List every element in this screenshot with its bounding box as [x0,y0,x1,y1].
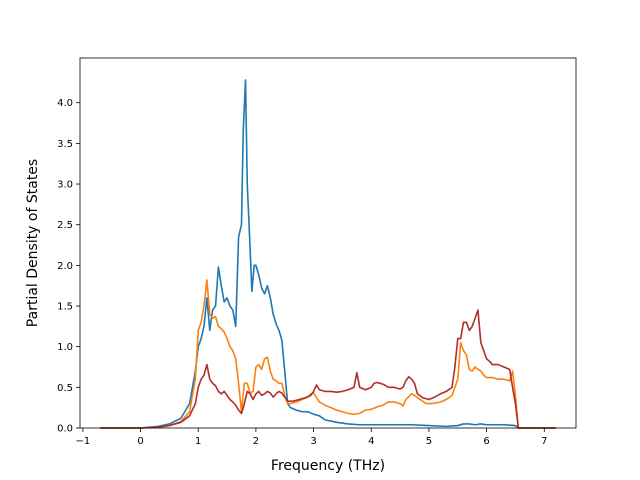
y-tick-label: 0.5 [57,383,73,394]
x-tick-label: 2 [253,436,259,447]
x-tick-label: 1 [195,436,201,447]
y-tick-label: 3.0 [57,180,73,191]
y-tick-label: 3.5 [57,139,73,150]
y-axis-label: Partial Density of States [25,159,41,327]
x-axis-label: Frequency (THz) [271,458,385,474]
y-axis: 0.0 0.5 1.0 1.5 2.0 2.5 3.0 3.5 4.0 [57,98,80,435]
x-tick-label: 5 [426,436,432,447]
y-tick-label: 2.0 [57,261,73,272]
x-tick-label: 7 [541,436,547,447]
series-layer [100,79,556,429]
y-tick-label: 1.0 [57,342,73,353]
plot-frame [79,57,577,429]
y-tick-label: 0.0 [57,424,73,435]
x-tick-label: 0 [137,436,143,447]
series-line-1 [100,79,556,429]
x-axis: −1 0 1 2 3 4 5 6 7 [76,428,547,447]
y-tick-label: 4.0 [57,98,73,109]
y-tick-label: 2.5 [57,220,73,231]
series-line-3 [100,309,556,429]
y-tick-label: 1.5 [57,302,73,313]
x-tick-label: −1 [76,436,91,447]
x-tick-label: 4 [368,436,374,447]
series-line-2 [100,279,556,429]
x-tick-label: 3 [310,436,316,447]
x-tick-label: 6 [483,436,489,447]
